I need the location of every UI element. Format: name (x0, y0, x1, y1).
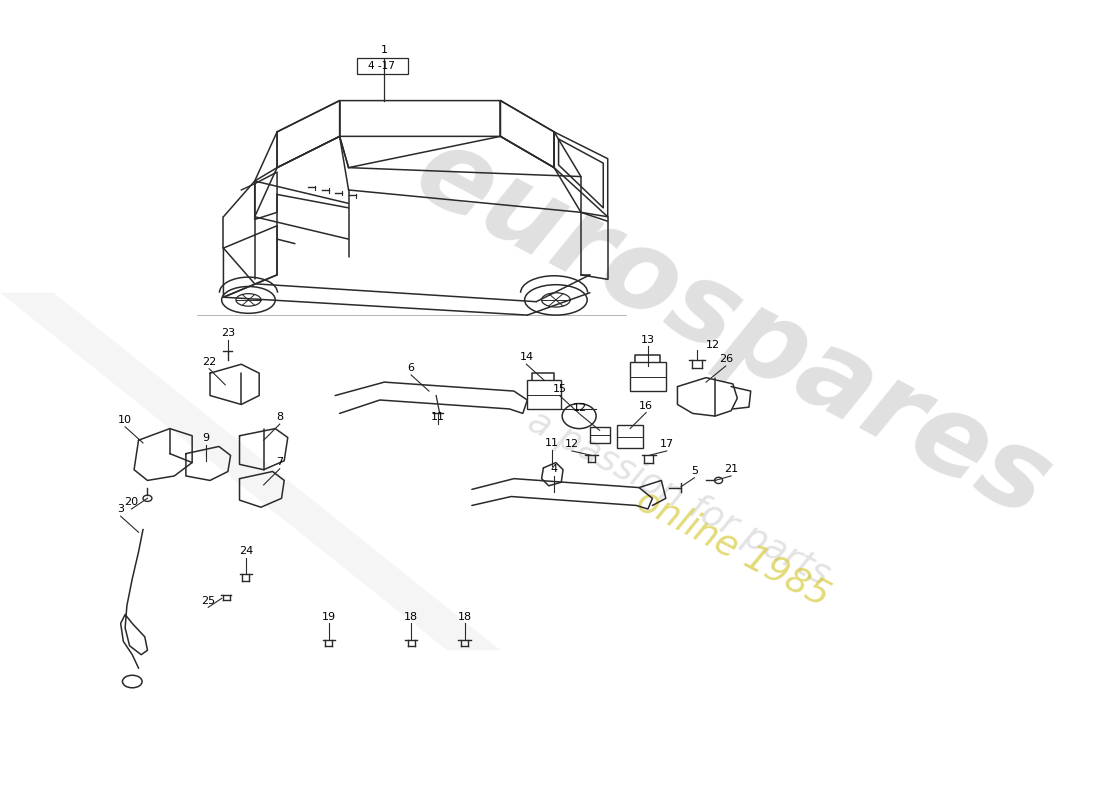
Text: 24: 24 (239, 546, 253, 557)
Text: 17: 17 (660, 439, 674, 449)
Text: 12: 12 (565, 439, 579, 449)
Text: 13: 13 (641, 334, 654, 345)
Text: 1: 1 (381, 45, 388, 55)
Text: eurospares: eurospares (397, 116, 1068, 541)
Polygon shape (0, 293, 500, 650)
Text: 26: 26 (718, 354, 733, 364)
Text: 5: 5 (691, 466, 697, 476)
Text: 11: 11 (431, 412, 444, 422)
Text: 18: 18 (404, 612, 418, 622)
Text: 25: 25 (201, 595, 216, 606)
Text: 19: 19 (322, 612, 335, 622)
Text: 4: 4 (550, 464, 558, 474)
Text: 4 -17: 4 -17 (368, 61, 395, 70)
Text: 23: 23 (221, 328, 235, 338)
Text: 6: 6 (408, 363, 415, 373)
Text: 18: 18 (458, 612, 472, 622)
Text: online 1985: online 1985 (630, 482, 835, 613)
Text: 16: 16 (639, 401, 653, 410)
Text: 20: 20 (124, 498, 139, 507)
Text: 12: 12 (573, 402, 587, 413)
Text: a passion for parts: a passion for parts (522, 404, 836, 593)
Text: 3: 3 (118, 504, 124, 514)
Text: 21: 21 (724, 464, 738, 474)
Text: 14: 14 (519, 353, 534, 362)
Text: 12: 12 (706, 340, 721, 350)
Text: 8: 8 (276, 412, 284, 422)
Text: 7: 7 (276, 457, 284, 467)
Text: 9: 9 (202, 433, 209, 443)
Text: 22: 22 (202, 357, 217, 367)
Text: 10: 10 (118, 415, 132, 425)
Text: 11: 11 (546, 438, 559, 448)
Text: 15: 15 (552, 384, 567, 394)
